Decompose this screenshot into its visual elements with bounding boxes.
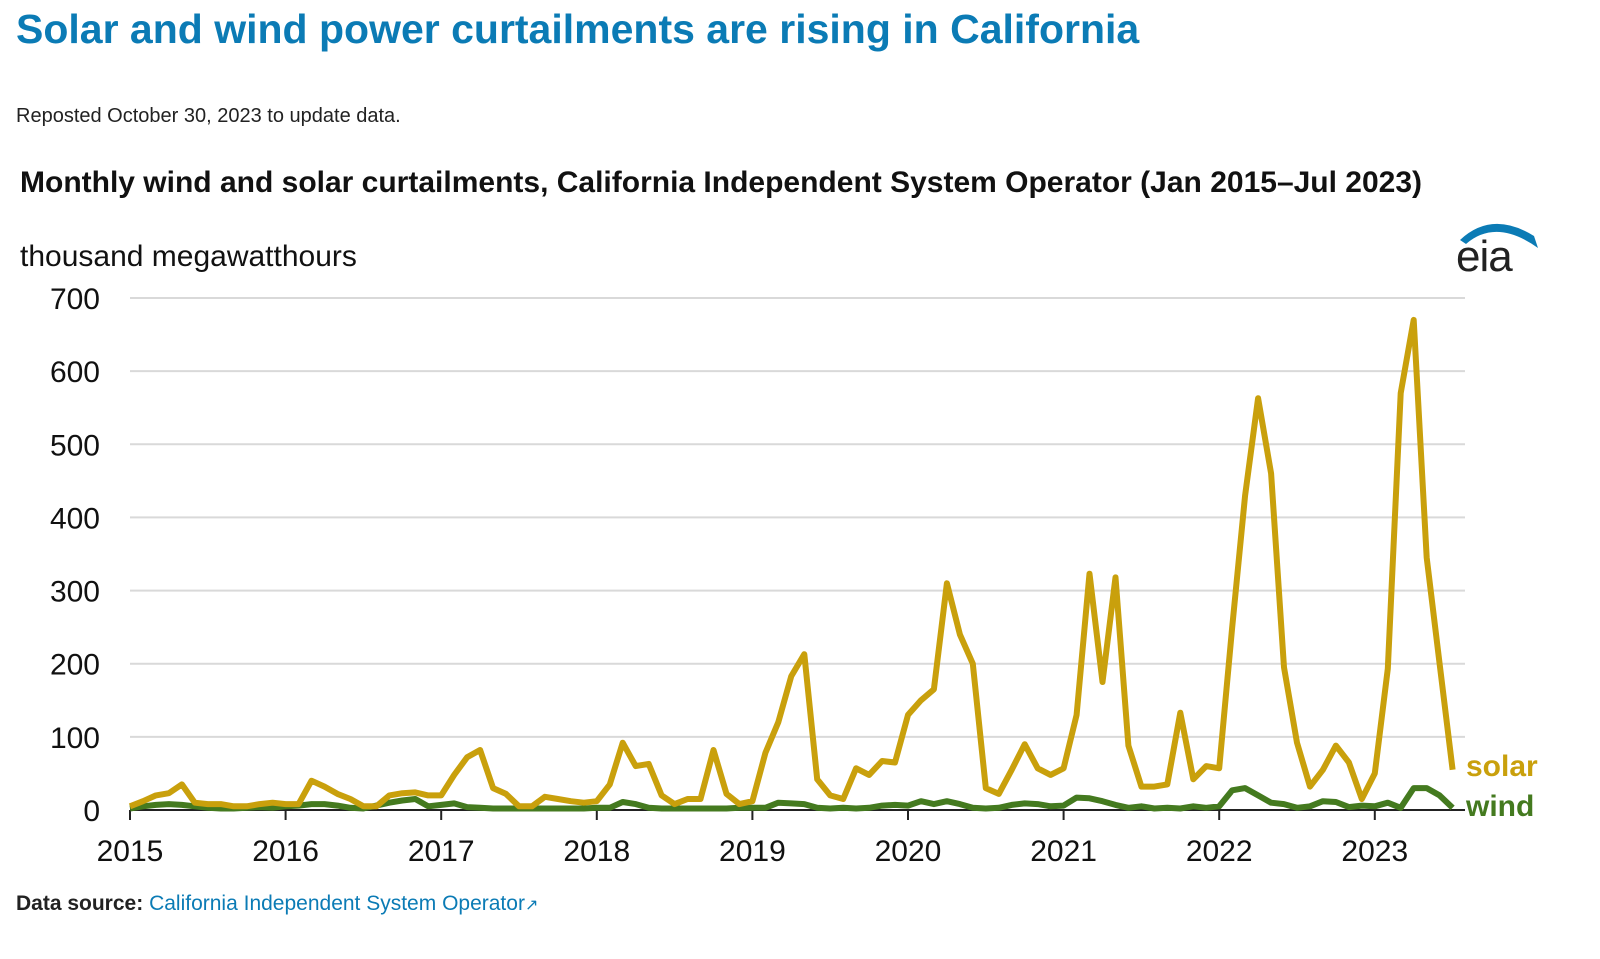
y-tick-label: 200 — [50, 649, 100, 682]
eia-logo: eia — [1452, 214, 1542, 284]
x-tick-label: 2017 — [408, 835, 475, 868]
y-tick-label: 500 — [50, 429, 100, 462]
source-link[interactable]: California Independent System Operator — [149, 892, 525, 915]
logo-arc-icon — [1460, 223, 1538, 248]
chart-title: Monthly wind and solar curtailments, Cal… — [20, 166, 1423, 199]
y-tick-label: 100 — [50, 722, 100, 755]
solar-series-label: solar — [1466, 750, 1538, 783]
solar-line — [128, 316, 1456, 810]
y-tick-label: 300 — [50, 576, 100, 609]
data-source: Data source: California Independent Syst… — [16, 892, 538, 916]
wind-series-label: wind — [1465, 790, 1534, 823]
y-axis-label: thousand megawatthours — [20, 240, 357, 273]
logo-text: eia — [1456, 232, 1513, 281]
line-chart: 0 100 200 300 400 500 600 700 2015 2016 2017 2018 20… — [50, 283, 1538, 868]
y-tick-label: 400 — [50, 502, 100, 535]
x-tick-label: 2015 — [97, 835, 164, 868]
y-tick-label: 600 — [50, 356, 100, 389]
external-link-icon: ↗ — [524, 897, 539, 914]
x-tick-label: 2023 — [1341, 835, 1408, 868]
x-tick-label: 2018 — [563, 835, 630, 868]
x-tick-label: 2020 — [875, 835, 942, 868]
x-tick-label: 2019 — [719, 835, 786, 868]
y-tick-label: 0 — [83, 795, 100, 828]
x-tick-label: 2021 — [1030, 835, 1097, 868]
repost-note: Reposted October 30, 2023 to update data… — [16, 105, 401, 127]
source-label: Data source: — [16, 892, 144, 915]
y-tick-label: 700 — [50, 283, 100, 316]
x-tick-label: 2016 — [252, 835, 319, 868]
headline: Solar and wind power curtailments are ri… — [16, 6, 1140, 52]
x-tick-label: 2022 — [1186, 835, 1253, 868]
